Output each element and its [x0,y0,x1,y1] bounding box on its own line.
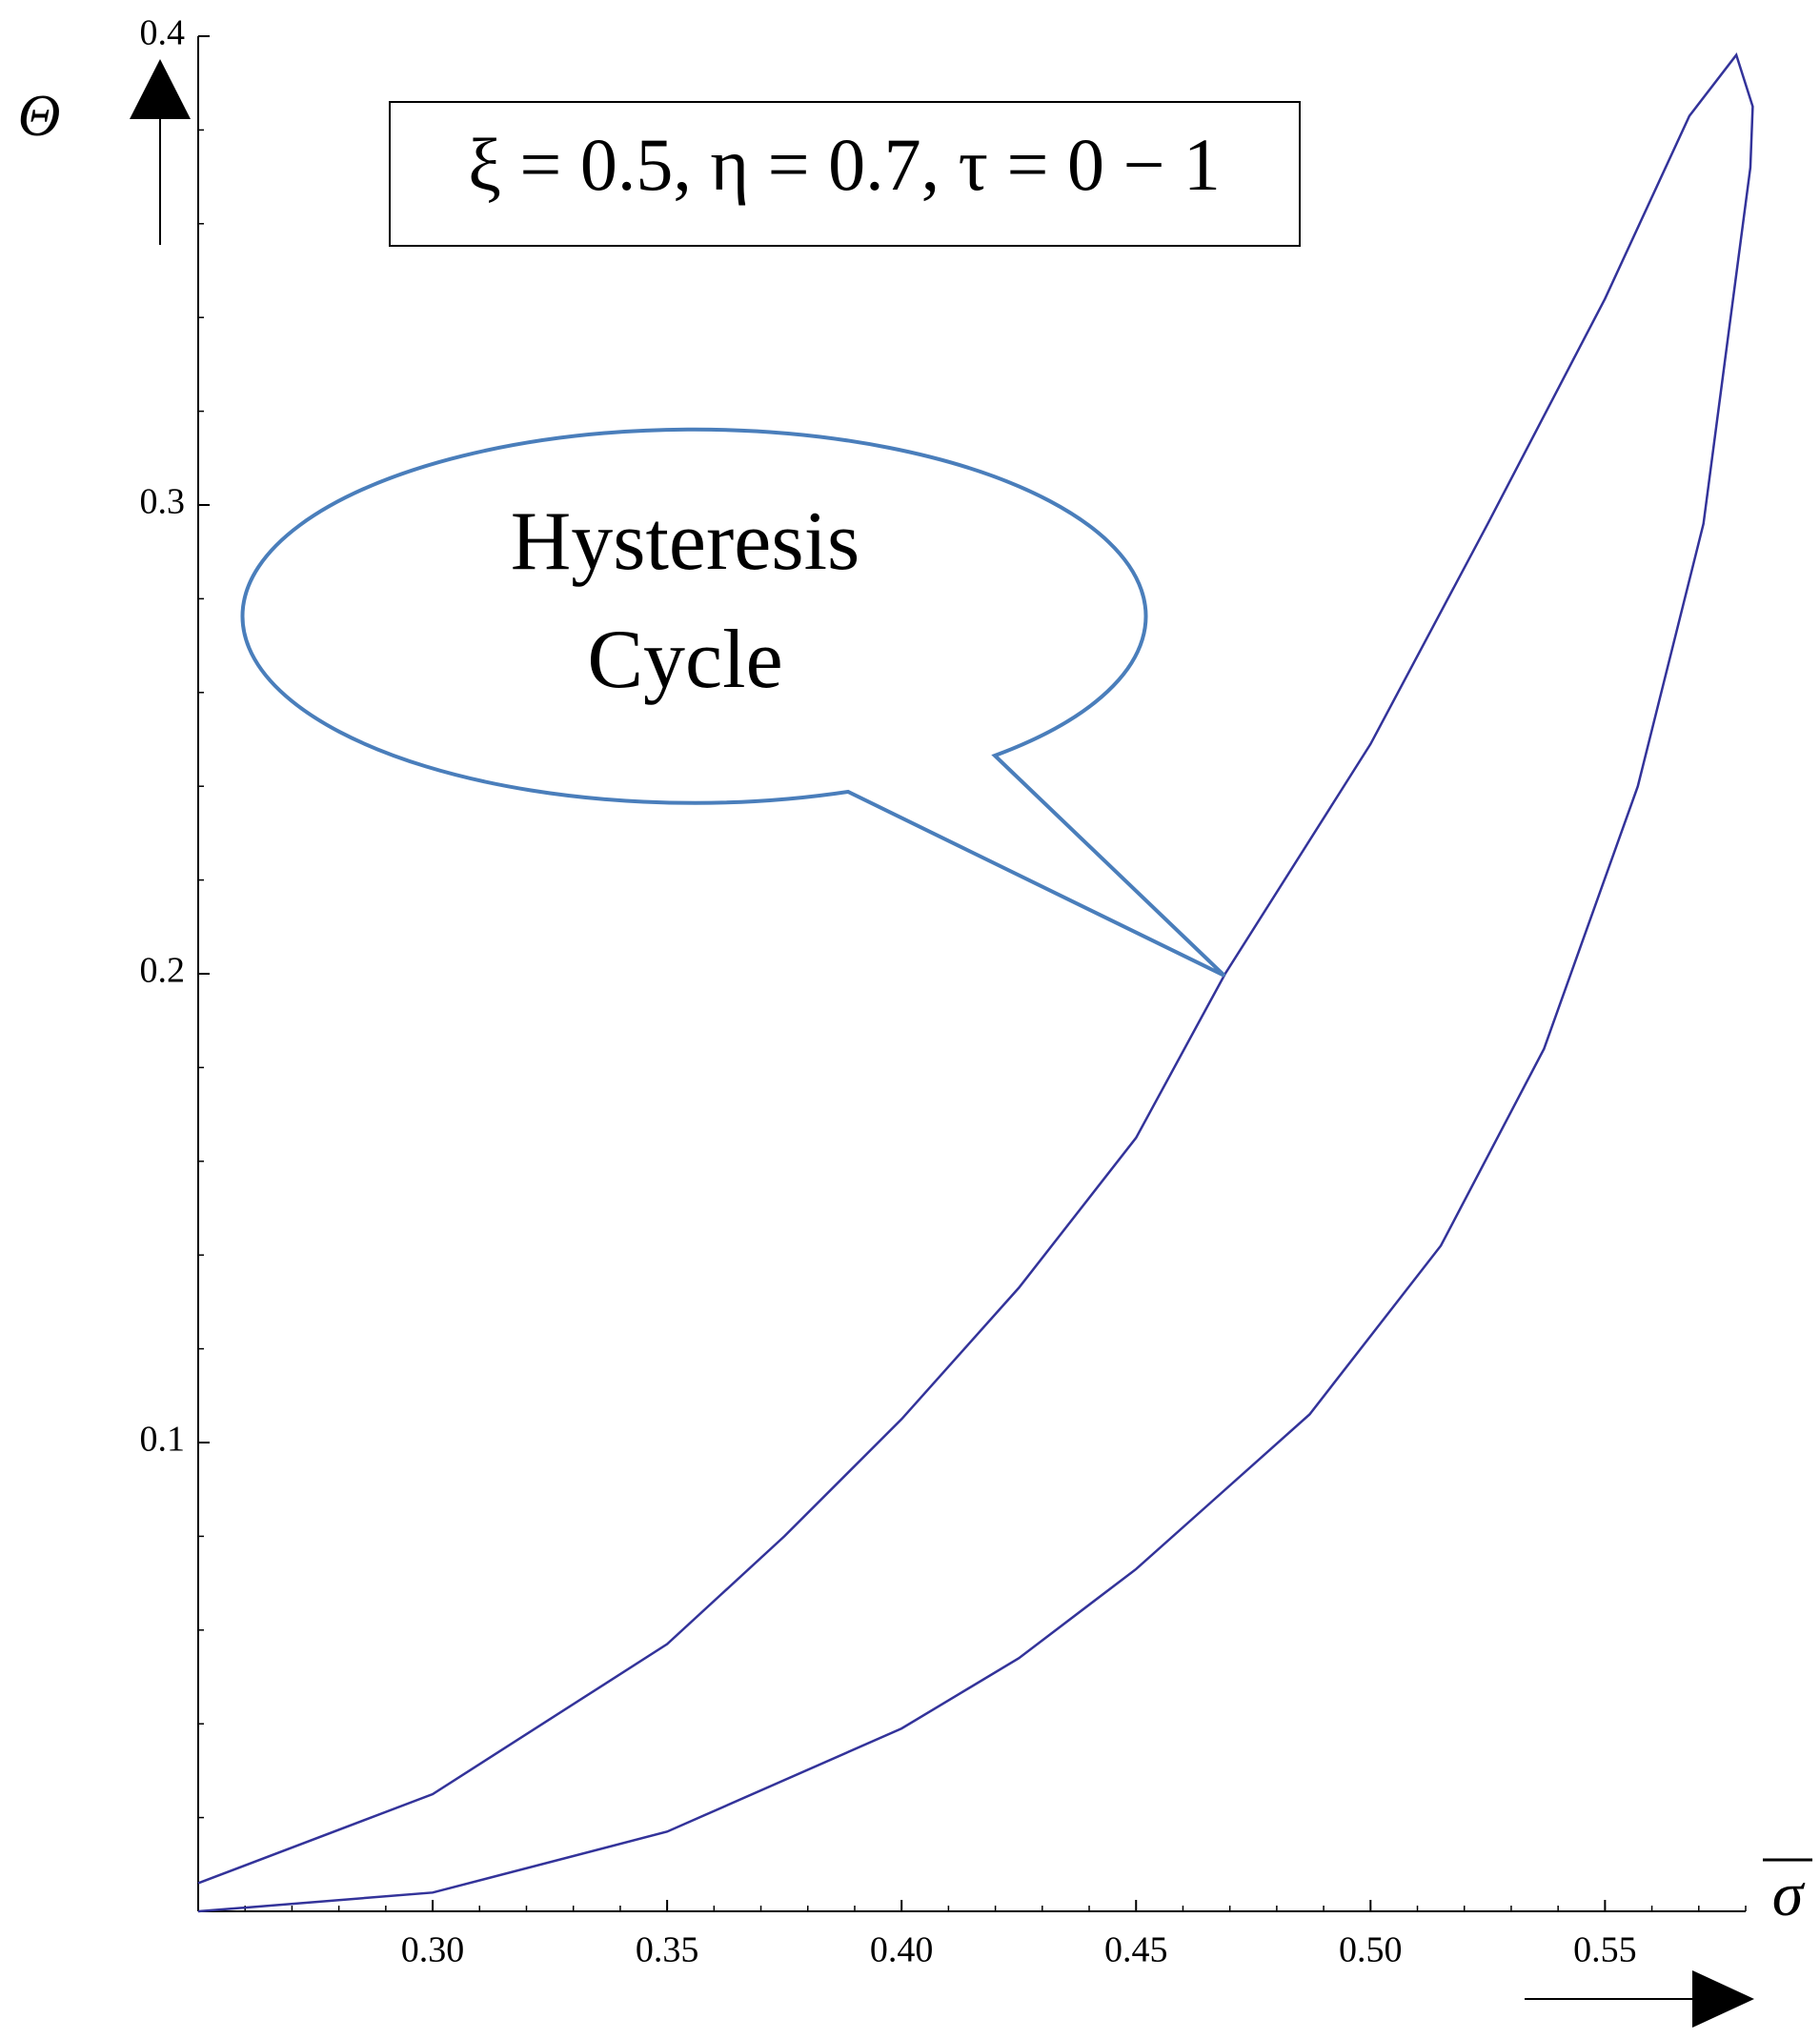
y-tick-label: 0.3 [140,482,186,522]
x-tick-label: 0.30 [401,1930,465,1970]
callout-text: Hysteresis [511,495,860,588]
y-tick-label: 0.4 [140,13,186,53]
y-axis-label: Θ [18,84,61,149]
y-tick-label: 0.1 [140,1420,186,1460]
plot-area: 0.30 0.35 0.40 0.45 0.50 0.55 0.1 0.2 0.3 0.4 [140,13,1754,1970]
callout-text: Cycle [587,614,782,706]
x-tick-label: 0.55 [1573,1930,1637,1970]
x-arrow-head [1692,1970,1754,2028]
annotation: ξ = 0.5, η = 0.7, τ = 0 − 1 [468,123,1221,206]
x-axis-label: σ [1772,1860,1806,1929]
x-tick-label: 0.50 [1339,1930,1403,1970]
y-arrow-head [130,59,191,119]
x-tick-label: 0.35 [636,1930,699,1970]
annotation-box [389,101,1301,247]
callout-bubble [240,427,1226,978]
x-tick-label: 0.45 [1104,1930,1168,1970]
y-tick-label: 0.2 [140,951,186,991]
x-tick-label: 0.40 [870,1930,934,1970]
curve [197,52,1754,1913]
